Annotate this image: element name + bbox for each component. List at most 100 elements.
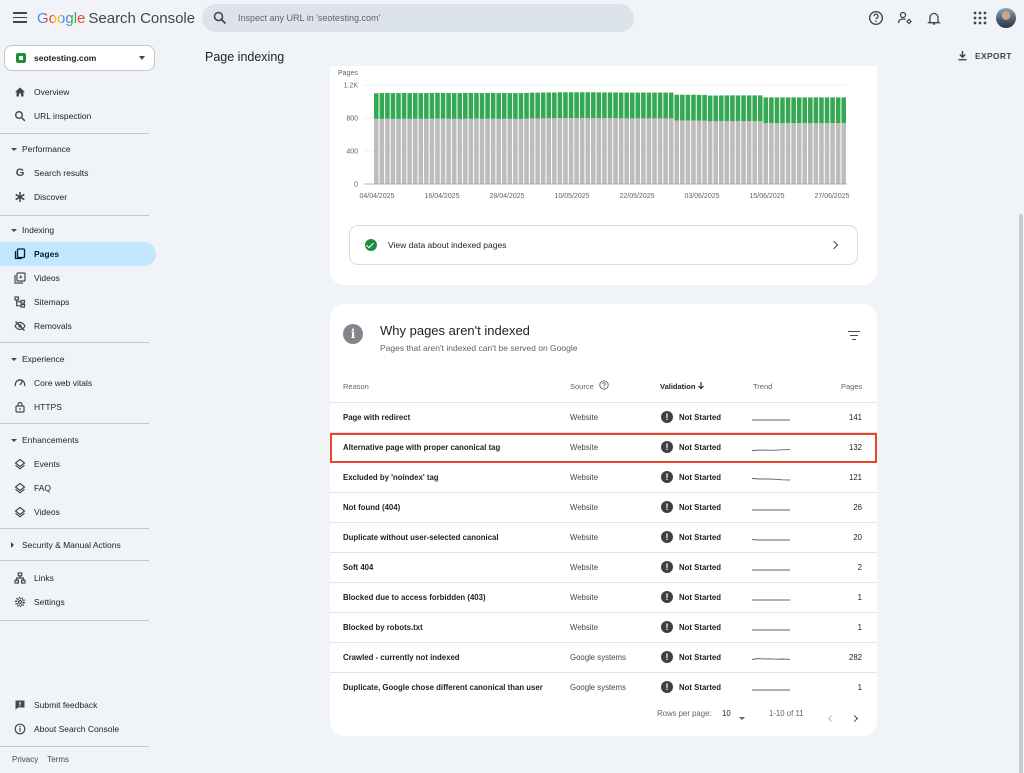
table-row[interactable]: Blocked by robots.txt Website! Not Started… bbox=[330, 612, 877, 642]
column-header-pages[interactable]: Pages bbox=[841, 382, 863, 391]
bar-indexed bbox=[841, 97, 846, 124]
export-button[interactable]: EXPORT bbox=[957, 50, 1012, 61]
sidebar-divider bbox=[0, 620, 149, 621]
table-row[interactable]: Excluded by 'noindex' tag Website! Not Sta… bbox=[330, 462, 877, 492]
help-outline-icon[interactable] bbox=[599, 380, 609, 390]
sidebar-item-search-results[interactable]: G Search results bbox=[0, 161, 156, 185]
x-tick-label: 22/05/2025 bbox=[619, 193, 654, 200]
sidebar-item-label: Search results bbox=[34, 168, 89, 178]
bar-not-indexed bbox=[401, 118, 407, 184]
app-logo[interactable]: Google Search Console bbox=[37, 10, 195, 27]
bar-indexed bbox=[607, 92, 613, 119]
bar-indexed bbox=[513, 93, 518, 119]
sidebar-section-security[interactable]: Security & Manual Actions bbox=[0, 535, 156, 555]
table-row[interactable]: Duplicate without user-selected canonica… bbox=[330, 522, 877, 552]
sidebar-item-about[interactable]: About Search Console bbox=[0, 717, 156, 741]
bar-not-indexed bbox=[607, 118, 613, 184]
sidebar-item-url-inspection[interactable]: URL inspection bbox=[0, 104, 156, 128]
search-icon bbox=[213, 11, 227, 25]
sidebar-item-https[interactable]: HTTPS bbox=[0, 395, 156, 419]
sidebar-section-enhancements[interactable]: Enhancements bbox=[0, 430, 156, 450]
bar-not-indexed bbox=[468, 118, 474, 184]
sidebar-item-removals[interactable]: Removals bbox=[0, 314, 156, 338]
sidebar-item-videos[interactable]: Videos bbox=[0, 266, 156, 290]
view-indexed-pages-link[interactable]: View data about indexed pages bbox=[349, 225, 858, 265]
sidebar-section-indexing[interactable]: Indexing bbox=[0, 220, 156, 240]
column-header-reason[interactable]: Reason bbox=[343, 382, 369, 391]
main-menu-icon[interactable] bbox=[13, 12, 27, 24]
sidebar-item-submit-feedback[interactable]: Submit feedback bbox=[0, 693, 156, 717]
bar-indexed bbox=[657, 92, 663, 119]
chevron-left-icon[interactable] bbox=[827, 714, 836, 723]
property-selector[interactable]: seotesting.com bbox=[4, 45, 155, 71]
rows-per-page-select[interactable]: 10 bbox=[722, 709, 731, 718]
bar-not-indexed bbox=[435, 118, 440, 184]
bar-not-indexed bbox=[785, 123, 791, 184]
bar-indexed bbox=[451, 93, 457, 119]
bar-indexed bbox=[490, 92, 496, 119]
sidebar-item-overview[interactable]: Overview bbox=[0, 80, 156, 104]
sidebar-item-label: Removals bbox=[34, 321, 72, 331]
help-icon[interactable] bbox=[868, 10, 884, 26]
sidebar-section-experience[interactable]: Experience bbox=[0, 349, 156, 369]
sidebar-item-discover[interactable]: Discover bbox=[0, 185, 156, 209]
sidebar-section-performance[interactable]: Performance bbox=[0, 139, 156, 159]
privacy-link[interactable]: Privacy bbox=[12, 755, 39, 764]
table-row[interactable]: Alternative page with proper canonical t… bbox=[330, 432, 877, 462]
sidebar-item-enh-videos[interactable]: Videos bbox=[0, 500, 156, 524]
sidebar-item-events[interactable]: Events bbox=[0, 452, 156, 476]
manage-users-icon[interactable] bbox=[897, 10, 913, 26]
row-validation: Not Started bbox=[679, 563, 722, 572]
bar-not-indexed bbox=[379, 118, 385, 184]
sidebar-divider bbox=[0, 528, 149, 529]
bar-indexed bbox=[374, 93, 379, 119]
table-row[interactable]: Page with redirect Website! Not Started 141 bbox=[330, 402, 877, 432]
bar-indexed bbox=[702, 94, 707, 121]
bar-indexed bbox=[552, 92, 557, 119]
apps-grid-icon[interactable] bbox=[972, 10, 988, 26]
gear-icon bbox=[14, 596, 26, 608]
bar-not-indexed bbox=[446, 118, 451, 184]
bar-not-indexed bbox=[674, 120, 680, 184]
sidebar-item-core-web-vitals[interactable]: Core web vitals bbox=[0, 371, 156, 395]
bar-indexed bbox=[668, 92, 674, 119]
sidebar-item-sitemaps[interactable]: Sitemaps bbox=[0, 290, 156, 314]
sidebar-divider bbox=[0, 133, 149, 134]
sidebar: seotesting.com Overview URL inspection P… bbox=[0, 38, 160, 773]
collapse-arrow-icon bbox=[11, 228, 17, 232]
bar-indexed bbox=[407, 93, 412, 119]
download-icon bbox=[958, 51, 967, 61]
bar-not-indexed bbox=[791, 123, 796, 184]
bar-indexed bbox=[835, 97, 841, 124]
notifications-icon[interactable] bbox=[926, 10, 942, 26]
dropdown-caret-icon[interactable] bbox=[739, 717, 745, 720]
chevron-right-icon[interactable] bbox=[850, 714, 859, 723]
table-row[interactable]: Blocked due to access forbidden (403) Web… bbox=[330, 582, 877, 612]
bar-not-indexed bbox=[463, 118, 468, 184]
bar-not-indexed bbox=[713, 121, 719, 184]
sidebar-item-pages[interactable]: Pages bbox=[0, 242, 156, 266]
sidebar-item-links[interactable]: Links bbox=[0, 566, 156, 590]
table-row[interactable]: Duplicate, Google chose different canoni… bbox=[330, 672, 877, 702]
bar-indexed bbox=[774, 97, 780, 124]
collapse-arrow-icon bbox=[11, 438, 17, 442]
sidebar-item-label: Videos bbox=[34, 273, 60, 283]
bar-not-indexed bbox=[635, 118, 641, 184]
sort-down-arrow-icon[interactable] bbox=[697, 381, 705, 390]
account-avatar[interactable] bbox=[996, 8, 1016, 28]
sidebar-item-settings[interactable]: Settings bbox=[0, 590, 156, 614]
url-inspection-search[interactable]: Inspect any URL in 'seotesting.com' bbox=[202, 4, 634, 32]
filter-icon[interactable] bbox=[848, 331, 860, 341]
bar-not-indexed bbox=[579, 118, 585, 184]
scrollbar-thumb[interactable] bbox=[1019, 214, 1023, 773]
bar-indexed bbox=[613, 92, 618, 119]
terms-link[interactable]: Terms bbox=[47, 755, 70, 764]
row-pages: 1 bbox=[857, 593, 862, 602]
table-row[interactable]: Crawled - currently not indexed Google sy… bbox=[330, 642, 877, 672]
table-row[interactable]: Soft 404 Website! Not Started 2 bbox=[330, 552, 877, 582]
chevron-right-icon bbox=[829, 240, 839, 250]
column-header-source[interactable]: Source bbox=[570, 382, 594, 391]
column-header-validation[interactable]: Validation bbox=[660, 382, 696, 391]
sidebar-item-faq[interactable]: FAQ bbox=[0, 476, 156, 500]
table-row[interactable]: Not found (404) Website! Not Started 26 bbox=[330, 492, 877, 522]
